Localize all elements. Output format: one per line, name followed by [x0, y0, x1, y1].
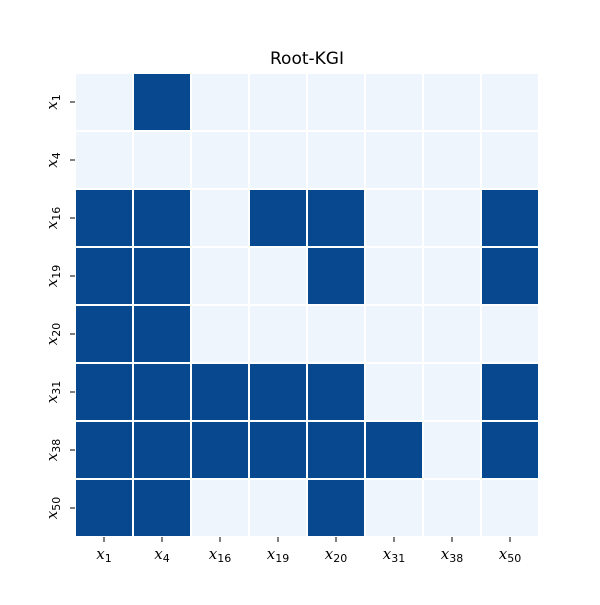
heatmap-cell-r6-c4 [306, 420, 366, 480]
heatmap-cell-r3-c4 [306, 246, 366, 306]
y-tick-label: x4 [43, 152, 63, 167]
heatmap-cell-r6-c6 [422, 420, 482, 480]
heatmap-cell-r7-c1 [132, 478, 192, 538]
heatmap-cell-r2-c7 [480, 188, 540, 248]
heatmap-cell-r4-c1 [132, 304, 192, 364]
heatmap-cell-r3-c3 [248, 246, 308, 306]
heatmap-cell-r0-c7 [480, 72, 540, 132]
y-tick-label: x19 [43, 265, 63, 287]
heatmap-cell-r7-c0 [74, 478, 134, 538]
heatmap-cell-r1-c6 [422, 130, 482, 190]
heatmap-cell-r1-c4 [306, 130, 366, 190]
heatmap-cell-r4-c5 [364, 304, 424, 364]
heatmap-cell-r7-c2 [190, 478, 250, 538]
chart-title: Root-KGI [270, 49, 344, 69]
heatmap-cell-r2-c1 [132, 188, 192, 248]
heatmap-cell-r7-c4 [306, 478, 366, 538]
x-tick-label: x16 [209, 545, 231, 565]
heatmap-cells [74, 72, 540, 538]
heatmap-cell-r2-c5 [364, 188, 424, 248]
heatmap-cell-r6-c1 [132, 420, 192, 480]
heatmap-cell-r2-c6 [422, 188, 482, 248]
y-tick-label: x31 [43, 381, 63, 403]
heatmap-cell-r3-c7 [480, 246, 540, 306]
heatmap-cell-r5-c0 [74, 362, 134, 422]
heatmap-cell-r1-c0 [74, 130, 134, 190]
heatmap-cell-r6-c0 [74, 420, 134, 480]
heatmap-cell-r4-c6 [422, 304, 482, 364]
heatmap-cell-r0-c2 [190, 72, 250, 132]
heatmap-cell-r5-c4 [306, 362, 366, 422]
x-tick-label: x4 [154, 545, 169, 565]
heatmap-cell-r1-c5 [364, 130, 424, 190]
heatmap-cell-r7-c7 [480, 478, 540, 538]
heatmap-cell-r1-c2 [190, 130, 250, 190]
heatmap-cell-r3-c1 [132, 246, 192, 306]
heatmap-cell-r2-c3 [248, 188, 308, 248]
x-tick-label: x19 [267, 545, 289, 565]
y-tick-label: x20 [43, 323, 63, 345]
y-tick-label: x50 [43, 497, 63, 519]
heatmap-cell-r5-c1 [132, 362, 192, 422]
x-axis: x1 x4 x16 x19 x20 x31 x38 x50 [96, 537, 521, 565]
heatmap-cell-r0-c3 [248, 72, 308, 132]
heatmap-cell-r4-c0 [74, 304, 134, 364]
heatmap-cell-r3-c2 [190, 246, 250, 306]
heatmap-cell-r7-c6 [422, 478, 482, 538]
heatmap-cell-r5-c7 [480, 362, 540, 422]
heatmap-cell-r3-c0 [74, 246, 134, 306]
heatmap-cell-r6-c5 [364, 420, 424, 480]
heatmap-cell-r4-c4 [306, 304, 366, 364]
x-tick-label: x50 [499, 545, 521, 565]
heatmap-cell-r0-c5 [364, 72, 424, 132]
x-tick-label: x1 [96, 545, 111, 565]
heatmap-cell-r2-c4 [306, 188, 366, 248]
heatmap-cell-r0-c4 [306, 72, 366, 132]
x-tick-label: x20 [325, 545, 347, 565]
heatmap-cell-r5-c3 [248, 362, 308, 422]
heatmap-cell-r7-c5 [364, 478, 424, 538]
y-axis: x1 x4 x16 x19 x20 x31 x38 x50 [43, 94, 75, 519]
heatmap-cell-r5-c2 [190, 362, 250, 422]
y-tick-label: x1 [43, 94, 63, 109]
x-tick-label: x38 [441, 545, 463, 565]
heatmap-cell-r0-c0 [74, 72, 134, 132]
heatmap-cell-r1-c7 [480, 130, 540, 190]
heatmap-cell-r7-c3 [248, 478, 308, 538]
heatmap-cell-r4-c3 [248, 304, 308, 364]
heatmap-cell-r6-c3 [248, 420, 308, 480]
heatmap-cell-r5-c6 [422, 362, 482, 422]
heatmap-cell-r6-c7 [480, 420, 540, 480]
heatmap-cell-r0-c6 [422, 72, 482, 132]
heatmap-cell-r6-c2 [190, 420, 250, 480]
heatmap-cell-r3-c6 [422, 246, 482, 306]
x-tick-label: x31 [383, 545, 405, 565]
heatmap-cell-r0-c1 [132, 72, 192, 132]
heatmap-cell-r3-c5 [364, 246, 424, 306]
heatmap-cell-r4-c2 [190, 304, 250, 364]
heatmap-cell-r2-c2 [190, 188, 250, 248]
heatmap-cell-r1-c1 [132, 130, 192, 190]
y-tick-label: x16 [43, 207, 63, 229]
heatmap-cell-r5-c5 [364, 362, 424, 422]
heatmap-cell-r1-c3 [248, 130, 308, 190]
y-tick-label: x38 [43, 439, 63, 461]
heatmap-cell-r4-c7 [480, 304, 540, 364]
heatmap-cell-r2-c0 [74, 188, 134, 248]
